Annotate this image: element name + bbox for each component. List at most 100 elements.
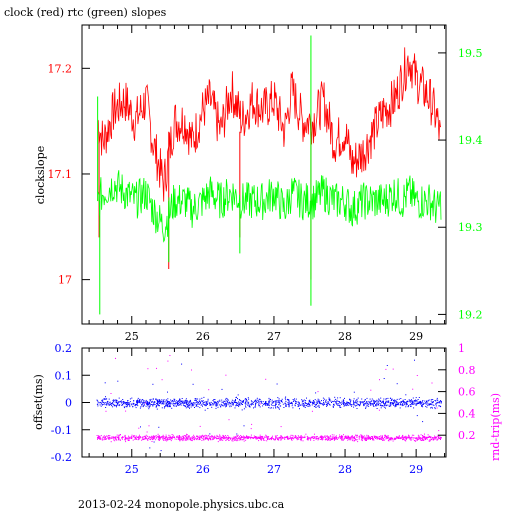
offset-point: [129, 404, 131, 406]
rndtrip-point: [249, 437, 251, 439]
offset-point: [389, 402, 391, 404]
rndtrip-point: [363, 435, 365, 437]
offset-point: [398, 402, 400, 403]
offset-point: [186, 404, 188, 406]
offset-point: [174, 398, 176, 400]
rndtrip-point: [261, 437, 263, 439]
offset-point-outlier: [140, 426, 141, 428]
offset-point: [112, 403, 114, 405]
offset-point: [383, 402, 384, 404]
rndtrip-point: [369, 438, 371, 440]
offset-point: [104, 398, 106, 400]
offset-point: [116, 402, 118, 404]
rndtrip-point: [163, 437, 165, 439]
offset-point: [343, 402, 345, 403]
offset-point: [225, 403, 227, 404]
rndtrip-point-outlier: [125, 410, 127, 412]
offset-point: [336, 404, 338, 406]
rndtrip-point: [214, 437, 216, 439]
rndtrip-point: [191, 440, 193, 442]
offset-point: [369, 403, 371, 405]
rndtrip-point: [297, 435, 299, 437]
rndtrip-point: [402, 436, 403, 438]
rndtrip-point: [162, 435, 164, 437]
rndtrip-point: [381, 437, 383, 439]
offset-point: [255, 403, 257, 405]
offset-point: [135, 403, 137, 405]
rndtrip-point: [124, 438, 126, 440]
offset-point: [139, 407, 141, 409]
rndtrip-point: [354, 437, 356, 439]
rndtrip-point: [158, 436, 160, 437]
offset-point: [366, 397, 368, 399]
rndtrip-point: [151, 441, 153, 442]
offset-point: [187, 400, 188, 402]
offset-point: [275, 401, 277, 403]
rndtrip-point: [404, 437, 406, 439]
rndtrip-point: [251, 437, 253, 438]
rndtrip-point-outlier: [105, 410, 107, 412]
offset-point: [196, 404, 198, 406]
rndtrip-point: [363, 437, 365, 439]
offset-point: [435, 400, 437, 402]
offset-point: [110, 404, 112, 406]
rndtrip-point: [304, 436, 306, 438]
rndtrip-point: [181, 437, 183, 439]
rndtrip-point: [261, 436, 263, 438]
offset-point: [379, 405, 381, 407]
offset-point: [419, 402, 421, 403]
bottom-ylabel-right: rnd-trip(ms): [489, 393, 502, 461]
offset-point: [177, 402, 179, 404]
rndtrip-point: [350, 438, 352, 440]
rndtrip-point: [429, 435, 431, 437]
offset-point: [112, 402, 114, 404]
offset-point: [292, 399, 294, 400]
offset-point: [316, 404, 317, 405]
rndtrip-point: [158, 435, 160, 437]
rndtrip-point: [321, 438, 323, 440]
rndtrip-point: [129, 437, 131, 439]
offset-point: [337, 400, 339, 402]
rndtrip-point: [256, 437, 258, 439]
offset-point: [158, 399, 160, 401]
rndtrip-point: [152, 436, 154, 438]
rndtrip-point: [187, 439, 189, 441]
rndtrip-point: [114, 436, 116, 438]
rndtrip-point: [109, 435, 111, 437]
rndtrip-point: [233, 438, 235, 440]
rndtrip-point: [429, 440, 431, 442]
offset-point: [193, 402, 195, 403]
rndtrip-point: [287, 437, 288, 439]
offset-point: [237, 404, 239, 406]
offset-point: [182, 400, 184, 402]
offset-point: [239, 403, 241, 405]
rndtrip-point: [313, 437, 315, 439]
rndtrip-point: [116, 439, 118, 441]
offset-point: [191, 403, 193, 405]
offset-point: [402, 404, 403, 406]
offset-point: [211, 404, 213, 406]
rndtrip-point: [341, 439, 343, 441]
rndtrip-point: [260, 436, 262, 437]
offset-point: [250, 403, 252, 405]
offset-point: [318, 401, 320, 403]
rndtrip-point: [435, 436, 437, 438]
rndtrip-point: [236, 438, 238, 440]
offset-point: [421, 404, 423, 406]
offset-point: [213, 401, 215, 403]
offset-point: [274, 401, 276, 403]
rndtrip-point: [191, 436, 193, 438]
rndtrip-point: [104, 438, 106, 440]
rndtrip-point: [307, 438, 309, 440]
rndtrip-point: [193, 434, 195, 436]
rndtrip-point-outlier: [228, 419, 230, 421]
offset-point: [164, 403, 166, 405]
rndtrip-point: [179, 437, 180, 439]
offset-point: [413, 407, 415, 409]
offset-point: [269, 399, 271, 401]
offset-point: [288, 404, 290, 406]
offset-point: [258, 400, 260, 402]
offset-point: [400, 403, 402, 405]
rndtrip-point: [397, 438, 399, 439]
offset-point: [124, 402, 126, 404]
